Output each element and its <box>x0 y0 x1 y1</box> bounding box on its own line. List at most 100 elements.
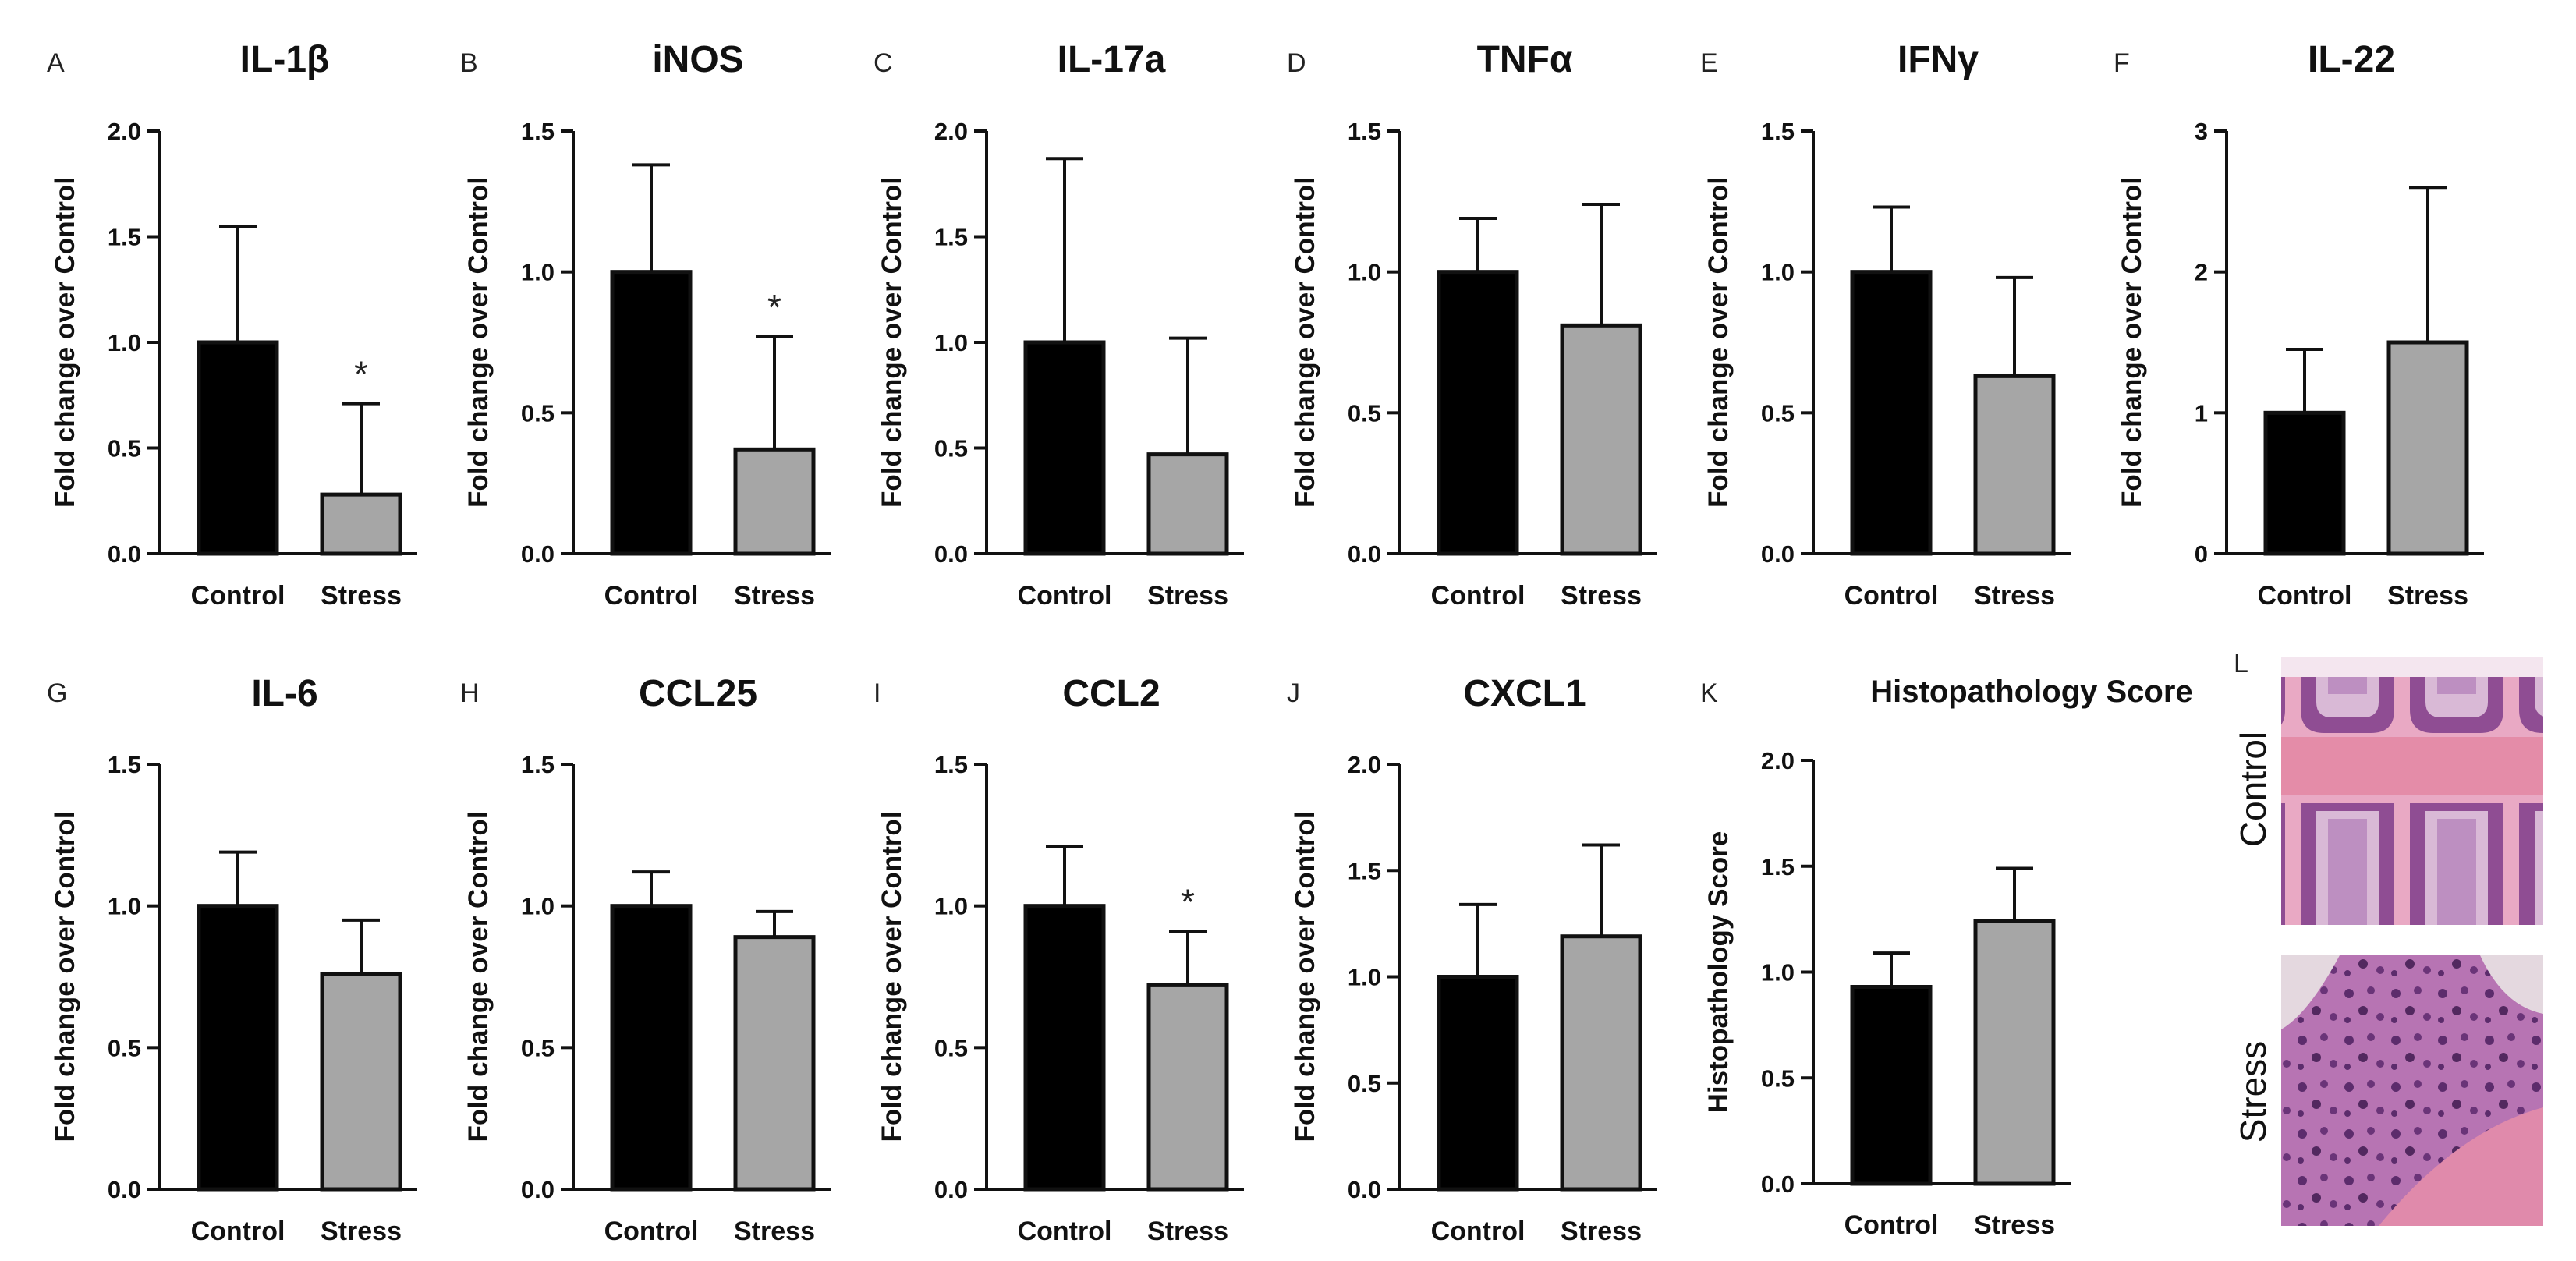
panel-j: J CXCL1 Fold change over Control 0.0 0.5 1.0 1… <box>1287 673 1657 1246</box>
bar-i-stress <box>1146 983 1229 1192</box>
panel-f: F IL-22 Fold change over Control 0 1 2 3 Contro… <box>2114 39 2484 611</box>
significance-marker-i: * <box>1181 881 1195 922</box>
x-tick-label-k-stress: Stress <box>1974 1210 2055 1240</box>
y-tick-label-a: 1.5 <box>108 224 141 251</box>
y-tick-label-c: 0.5 <box>934 435 968 462</box>
panel-title-j: CXCL1 <box>1463 673 1586 714</box>
bar-a-control <box>197 340 279 556</box>
panel-letter-g: G <box>47 678 67 708</box>
y-tick-label-k: 0.5 <box>1761 1064 1795 1092</box>
y-tick-label-g: 1.0 <box>108 893 141 920</box>
x-tick-label-f-stress: Stress <box>2387 581 2468 611</box>
bar-b-control <box>610 270 693 556</box>
y-tick-label-i: 1.0 <box>934 893 968 920</box>
bar-k-stress <box>1973 919 2056 1186</box>
bar-d-control <box>1437 270 1519 556</box>
bar-a-stress <box>320 492 402 556</box>
control-histology-lumen <box>2281 657 2543 677</box>
y-tick-label-i: 0.5 <box>934 1034 968 1061</box>
y-tick-label-j: 1.5 <box>1348 857 1381 884</box>
x-tick-label-c-stress: Stress <box>1147 581 1228 611</box>
bar-e-stress <box>1973 374 2056 556</box>
panel-a: A IL-1β Fold change over Control 0.0 0.5 1.0 1… <box>47 39 417 611</box>
x-tick-label-e-stress: Stress <box>1974 581 2055 611</box>
y-axis-label-f: Fold change over Control <box>2117 177 2147 508</box>
y-tick-label-i: 0.0 <box>934 1176 968 1203</box>
y-axis-label-a: Fold change over Control <box>50 177 80 508</box>
y-axis-label-j: Fold change over Control <box>1290 812 1320 1142</box>
panel-c: C IL-17a Fold change over Control 0.0 0.5 1.0… <box>873 39 1244 611</box>
bar-h-stress <box>733 935 816 1192</box>
y-tick-label-c: 2.0 <box>934 118 968 145</box>
y-axis-label-d: Fold change over Control <box>1290 177 1320 508</box>
x-tick-label-i-control: Control <box>1018 1217 1112 1246</box>
panel-g: G IL-6 Fold change over Control 0.0 0.5 1.0 1.… <box>47 673 417 1246</box>
bar-c-stress <box>1146 452 1229 556</box>
y-tick-label-e: 0.0 <box>1761 540 1795 568</box>
x-tick-label-c-control: Control <box>1018 581 1112 611</box>
y-tick-label-k: 1.5 <box>1761 853 1795 880</box>
panel-letter-f: F <box>2114 48 2130 78</box>
y-tick-label-g: 0.5 <box>108 1034 141 1061</box>
panel-title-f: IL-22 <box>2308 39 2395 80</box>
significance-marker-b: * <box>767 287 781 328</box>
bar-k-control <box>1850 985 1933 1186</box>
panel-title-k: Histopathology Score <box>1870 675 2192 709</box>
x-tick-label-b-control: Control <box>604 581 699 611</box>
y-tick-label-c: 0.0 <box>934 540 968 568</box>
x-tick-label-g-control: Control <box>191 1217 285 1246</box>
panel-i: I CCL2 Fold change over Control 0.0 0.5 1.0 1.… <box>873 673 1244 1246</box>
x-tick-label-h-stress: Stress <box>734 1217 815 1246</box>
bar-j-stress <box>1560 934 1642 1192</box>
y-tick-label-c: 1.0 <box>934 329 968 356</box>
y-axis-label-e: Fold change over Control <box>1703 177 1734 508</box>
y-tick-label-j: 0.0 <box>1348 1176 1381 1203</box>
bar-j-control <box>1437 975 1519 1192</box>
y-tick-label-f: 1 <box>2195 399 2208 427</box>
y-tick-label-j: 0.5 <box>1348 1070 1381 1097</box>
panel-h: H CCL25 Fold change over Control 0.0 0.5 1.0 1… <box>460 673 831 1246</box>
panel-letter-d: D <box>1287 48 1306 78</box>
y-tick-label-c: 1.5 <box>934 224 968 251</box>
panel-letter-h: H <box>460 678 480 708</box>
y-tick-label-h: 1.0 <box>521 893 555 920</box>
bar-e-control <box>1850 270 1933 556</box>
y-tick-label-e: 1.5 <box>1761 118 1795 145</box>
panel-letter-c: C <box>873 48 893 78</box>
y-tick-label-h: 1.5 <box>521 751 555 778</box>
y-tick-label-d: 0.5 <box>1348 399 1381 427</box>
y-tick-label-f: 3 <box>2195 118 2208 145</box>
panel-title-h: CCL25 <box>639 673 757 714</box>
y-tick-label-b: 0.5 <box>521 399 555 427</box>
y-tick-label-g: 0.0 <box>108 1176 141 1203</box>
y-tick-label-a: 0.0 <box>108 540 141 568</box>
bar-f-stress <box>2386 340 2469 556</box>
x-tick-label-d-control: Control <box>1431 581 1525 611</box>
y-axis-label-b: Fold change over Control <box>463 177 494 508</box>
y-tick-label-d: 0.0 <box>1348 540 1381 568</box>
panel-letter-j: J <box>1287 678 1300 708</box>
y-axis-label-k: Histopathology Score <box>1703 831 1734 1114</box>
y-tick-label-k: 2.0 <box>1761 747 1795 774</box>
x-tick-label-b-stress: Stress <box>734 581 815 611</box>
panel-title-d: TNFα <box>1477 39 1573 80</box>
x-tick-label-d-stress: Stress <box>1561 581 1642 611</box>
panel-title-c: IL-17a <box>1058 39 1166 80</box>
panel-title-b: iNOS <box>652 39 743 80</box>
y-axis-label-h: Fold change over Control <box>463 812 494 1142</box>
y-tick-label-a: 2.0 <box>108 118 141 145</box>
y-axis-label-c: Fold change over Control <box>877 177 907 508</box>
y-tick-label-e: 1.0 <box>1761 259 1795 286</box>
bar-c-control <box>1023 340 1106 556</box>
bar-b-stress <box>733 447 816 556</box>
y-tick-label-b: 1.0 <box>521 259 555 286</box>
x-tick-label-h-control: Control <box>604 1217 699 1246</box>
x-tick-label-j-control: Control <box>1431 1217 1525 1246</box>
panel-l-histology: L Control Stress <box>2233 649 2543 1226</box>
x-tick-label-a-stress: Stress <box>321 581 402 611</box>
y-tick-label-b: 0.0 <box>521 540 555 568</box>
bar-h-control <box>610 904 693 1192</box>
y-tick-label-k: 1.0 <box>1761 959 1795 986</box>
